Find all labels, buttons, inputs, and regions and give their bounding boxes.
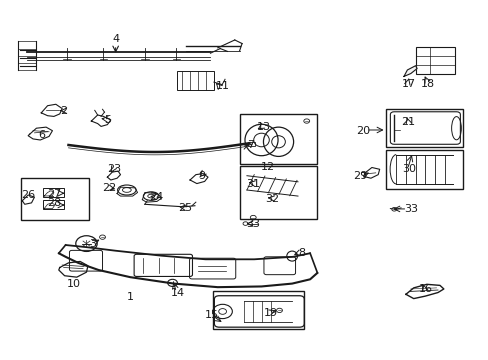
Text: 2: 2 xyxy=(60,106,67,116)
Text: 31: 31 xyxy=(246,179,260,189)
Text: 10: 10 xyxy=(66,279,80,289)
Bar xyxy=(386,109,462,147)
Bar xyxy=(212,291,304,329)
Text: 23: 23 xyxy=(107,164,121,174)
Text: 21: 21 xyxy=(400,117,414,127)
Text: 9: 9 xyxy=(198,171,205,181)
Text: 17: 17 xyxy=(401,78,415,89)
Text: 7: 7 xyxy=(246,140,253,150)
Text: 20: 20 xyxy=(356,126,370,136)
Text: 27: 27 xyxy=(47,189,61,199)
Bar xyxy=(239,166,317,219)
Bar xyxy=(415,47,454,73)
Bar xyxy=(177,71,213,90)
Bar xyxy=(248,142,255,147)
Text: 11: 11 xyxy=(215,81,229,91)
Bar xyxy=(43,201,63,209)
Text: 14: 14 xyxy=(170,288,184,297)
Text: 16: 16 xyxy=(418,284,431,294)
Bar xyxy=(43,188,63,197)
Polygon shape xyxy=(403,66,416,76)
Text: 8: 8 xyxy=(298,248,305,258)
Text: 22: 22 xyxy=(102,183,116,193)
Bar xyxy=(239,114,317,164)
Text: 25: 25 xyxy=(178,203,192,213)
Text: 13: 13 xyxy=(256,122,270,132)
Text: 24: 24 xyxy=(148,192,163,202)
Text: 29: 29 xyxy=(352,171,366,181)
Text: 4: 4 xyxy=(112,34,119,44)
Text: 3: 3 xyxy=(89,239,96,249)
Text: 19: 19 xyxy=(264,308,278,318)
Text: 5: 5 xyxy=(103,115,111,125)
Text: 32: 32 xyxy=(265,194,279,203)
Text: 33: 33 xyxy=(403,204,417,214)
Text: 12: 12 xyxy=(260,162,274,172)
Text: 30: 30 xyxy=(401,164,415,174)
Text: 28: 28 xyxy=(47,198,61,208)
Bar xyxy=(21,178,89,220)
Bar xyxy=(386,150,462,189)
Text: 26: 26 xyxy=(21,190,35,200)
Text: 1: 1 xyxy=(126,292,133,302)
Text: 33: 33 xyxy=(246,219,260,229)
Text: 15: 15 xyxy=(204,310,218,320)
Text: 6: 6 xyxy=(38,130,45,140)
Text: 18: 18 xyxy=(420,78,434,89)
